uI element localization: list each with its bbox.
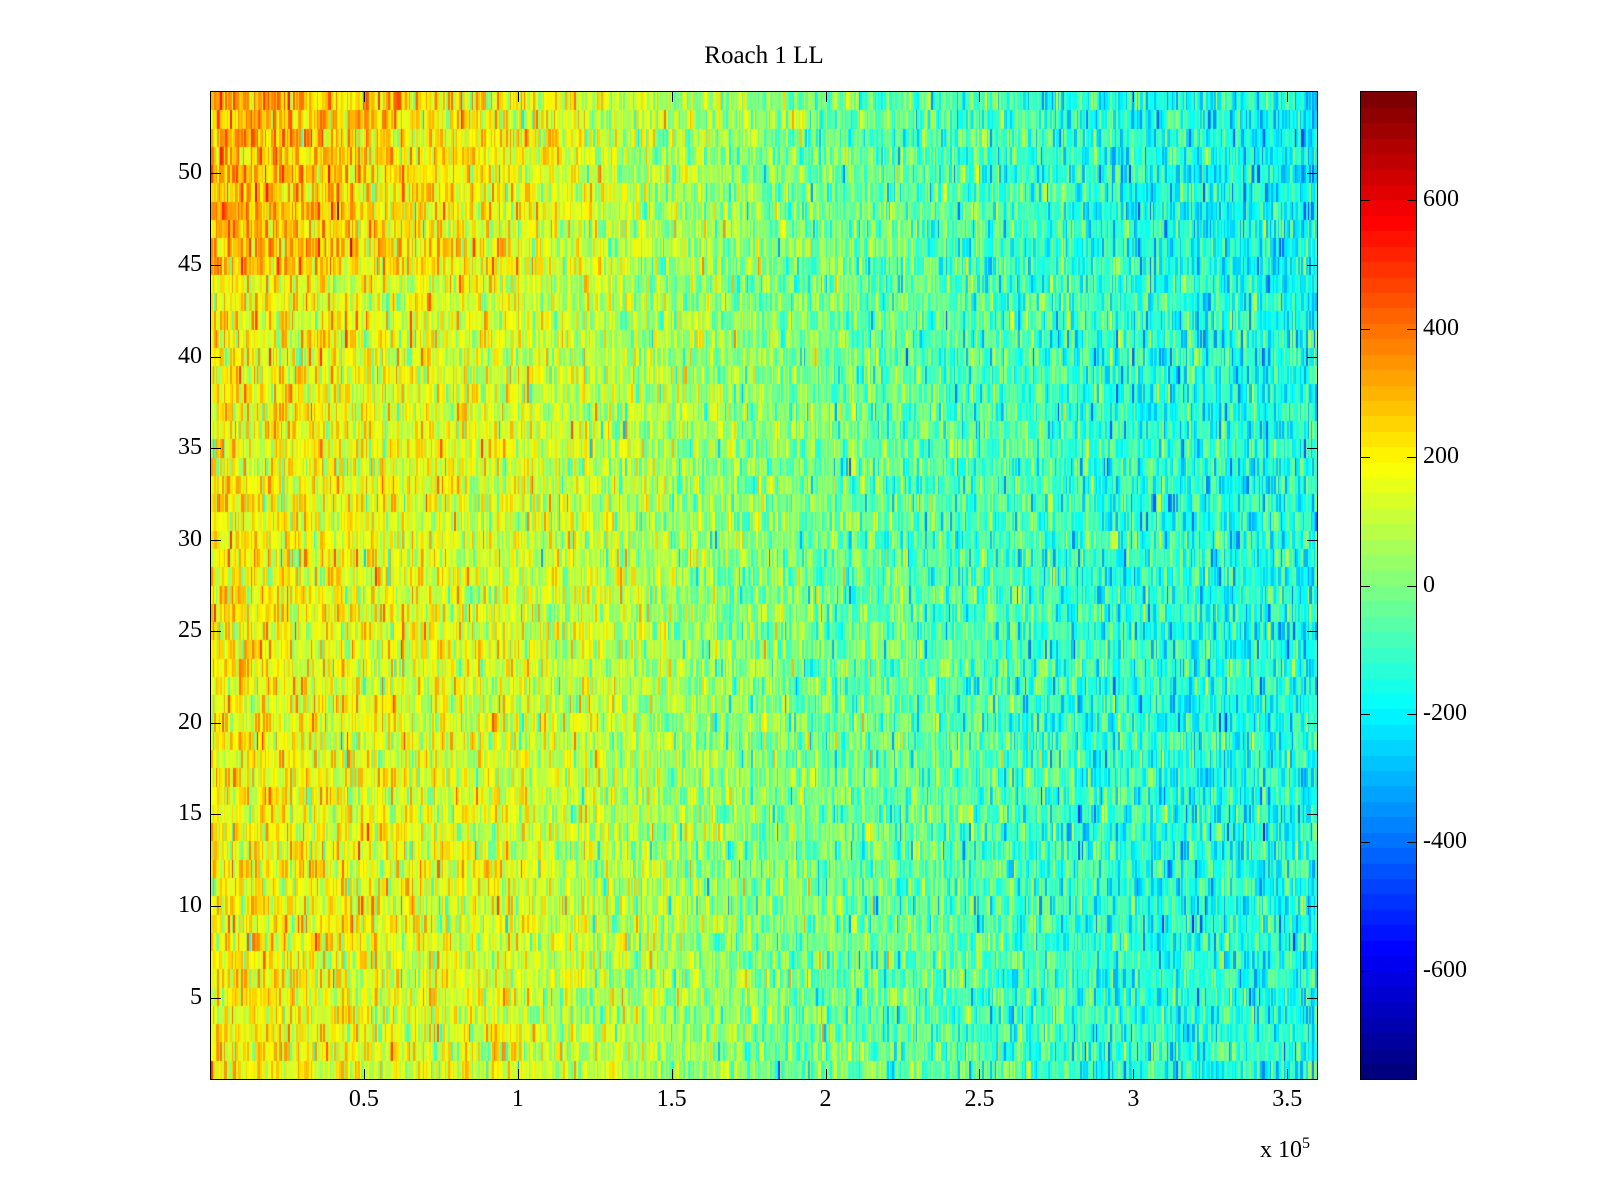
x-tick-top xyxy=(517,92,519,102)
y-tick-label: 30 xyxy=(178,525,202,552)
colorbar-tick xyxy=(1361,200,1370,202)
y-tick-right xyxy=(1307,631,1317,633)
y-tick-right xyxy=(1307,173,1317,175)
x-tick xyxy=(363,1069,365,1079)
y-tick xyxy=(211,906,221,907)
y-tick-label: 15 xyxy=(178,800,202,827)
y-tick-label: 5 xyxy=(190,983,202,1010)
y-tick-right xyxy=(1307,264,1317,266)
y-tick xyxy=(211,448,221,450)
colorbar-tick-label: 200 xyxy=(1423,443,1459,470)
colorbar-tick-label: 400 xyxy=(1423,314,1459,341)
x-tick-top xyxy=(1133,92,1135,102)
x-tick-label: 3 xyxy=(1127,1086,1140,1112)
colorbar-tick-right xyxy=(1407,585,1416,587)
chart-title: Roach 1 LL xyxy=(704,42,824,69)
colorbar-tick xyxy=(1361,457,1370,459)
colorbar-gradient xyxy=(1361,92,1416,1079)
x-tick-top xyxy=(979,92,981,102)
x-tick-label: 2.5 xyxy=(964,1086,995,1112)
colorbar-tick xyxy=(1361,328,1370,330)
y-tick xyxy=(211,539,221,541)
x-tick xyxy=(517,1069,519,1079)
y-tick xyxy=(211,722,221,724)
colorbar-tick xyxy=(1361,713,1370,715)
colorbar-tick xyxy=(1361,970,1370,972)
colorbar-tick-right xyxy=(1407,842,1416,844)
x-tick-label: 1.5 xyxy=(656,1086,687,1112)
y-tick xyxy=(211,356,221,358)
y-tick-right xyxy=(1307,814,1317,816)
x-tick-label: 0.5 xyxy=(348,1086,379,1112)
colorbar-tick xyxy=(1361,842,1370,844)
colorbar-tick-right xyxy=(1407,970,1416,972)
colorbar-tick-label: -200 xyxy=(1423,699,1467,726)
x-axis-multiplier: x 105 xyxy=(1260,1135,1310,1163)
x-tick-top xyxy=(671,92,673,102)
x-tick xyxy=(671,1069,673,1079)
colorbar-tick-right xyxy=(1407,713,1416,715)
colorbar-tick-right xyxy=(1407,200,1416,202)
y-tick-right xyxy=(1307,722,1317,724)
y-tick-right xyxy=(1307,539,1317,541)
x-tick xyxy=(1133,1069,1135,1079)
y-tick xyxy=(211,173,221,175)
y-tick xyxy=(211,631,221,633)
y-tick xyxy=(211,814,221,816)
y-tick-label: 25 xyxy=(178,617,202,644)
y-tick-right xyxy=(1307,906,1317,907)
x-tick-top xyxy=(1287,92,1289,102)
colorbar-tick-right xyxy=(1407,457,1416,459)
y-tick-label: 10 xyxy=(178,892,202,918)
heatmap-cells xyxy=(211,92,1317,1079)
x-tick-top xyxy=(363,92,365,102)
y-tick-label: 45 xyxy=(178,250,202,277)
x-tick-label: 1 xyxy=(511,1086,524,1112)
colorbar-tick-right xyxy=(1407,328,1416,330)
colorbar-tick-label: 600 xyxy=(1423,186,1459,213)
y-tick xyxy=(211,997,221,999)
x-tick xyxy=(1287,1069,1289,1079)
y-tick-label: 40 xyxy=(178,342,202,369)
x-tick-label: 3.5 xyxy=(1272,1086,1303,1112)
y-tick-right xyxy=(1307,997,1317,999)
colorbar xyxy=(1360,91,1417,1080)
x-tick xyxy=(979,1069,981,1079)
plot-area xyxy=(210,91,1318,1080)
x-tick-top xyxy=(825,92,827,102)
colorbar-tick-label: -400 xyxy=(1423,828,1467,855)
colorbar-tick-label: -600 xyxy=(1423,956,1467,983)
y-tick-right xyxy=(1307,448,1317,450)
y-tick-right xyxy=(1307,356,1317,358)
y-tick xyxy=(211,264,221,266)
y-tick-label: 35 xyxy=(178,434,202,461)
x-tick-label: 2 xyxy=(819,1086,832,1112)
y-tick-label: 20 xyxy=(178,708,202,735)
colorbar-tick-label: 0 xyxy=(1423,571,1435,598)
y-tick-label: 50 xyxy=(178,159,202,186)
colorbar-tick xyxy=(1361,585,1370,587)
x-tick xyxy=(825,1069,827,1079)
